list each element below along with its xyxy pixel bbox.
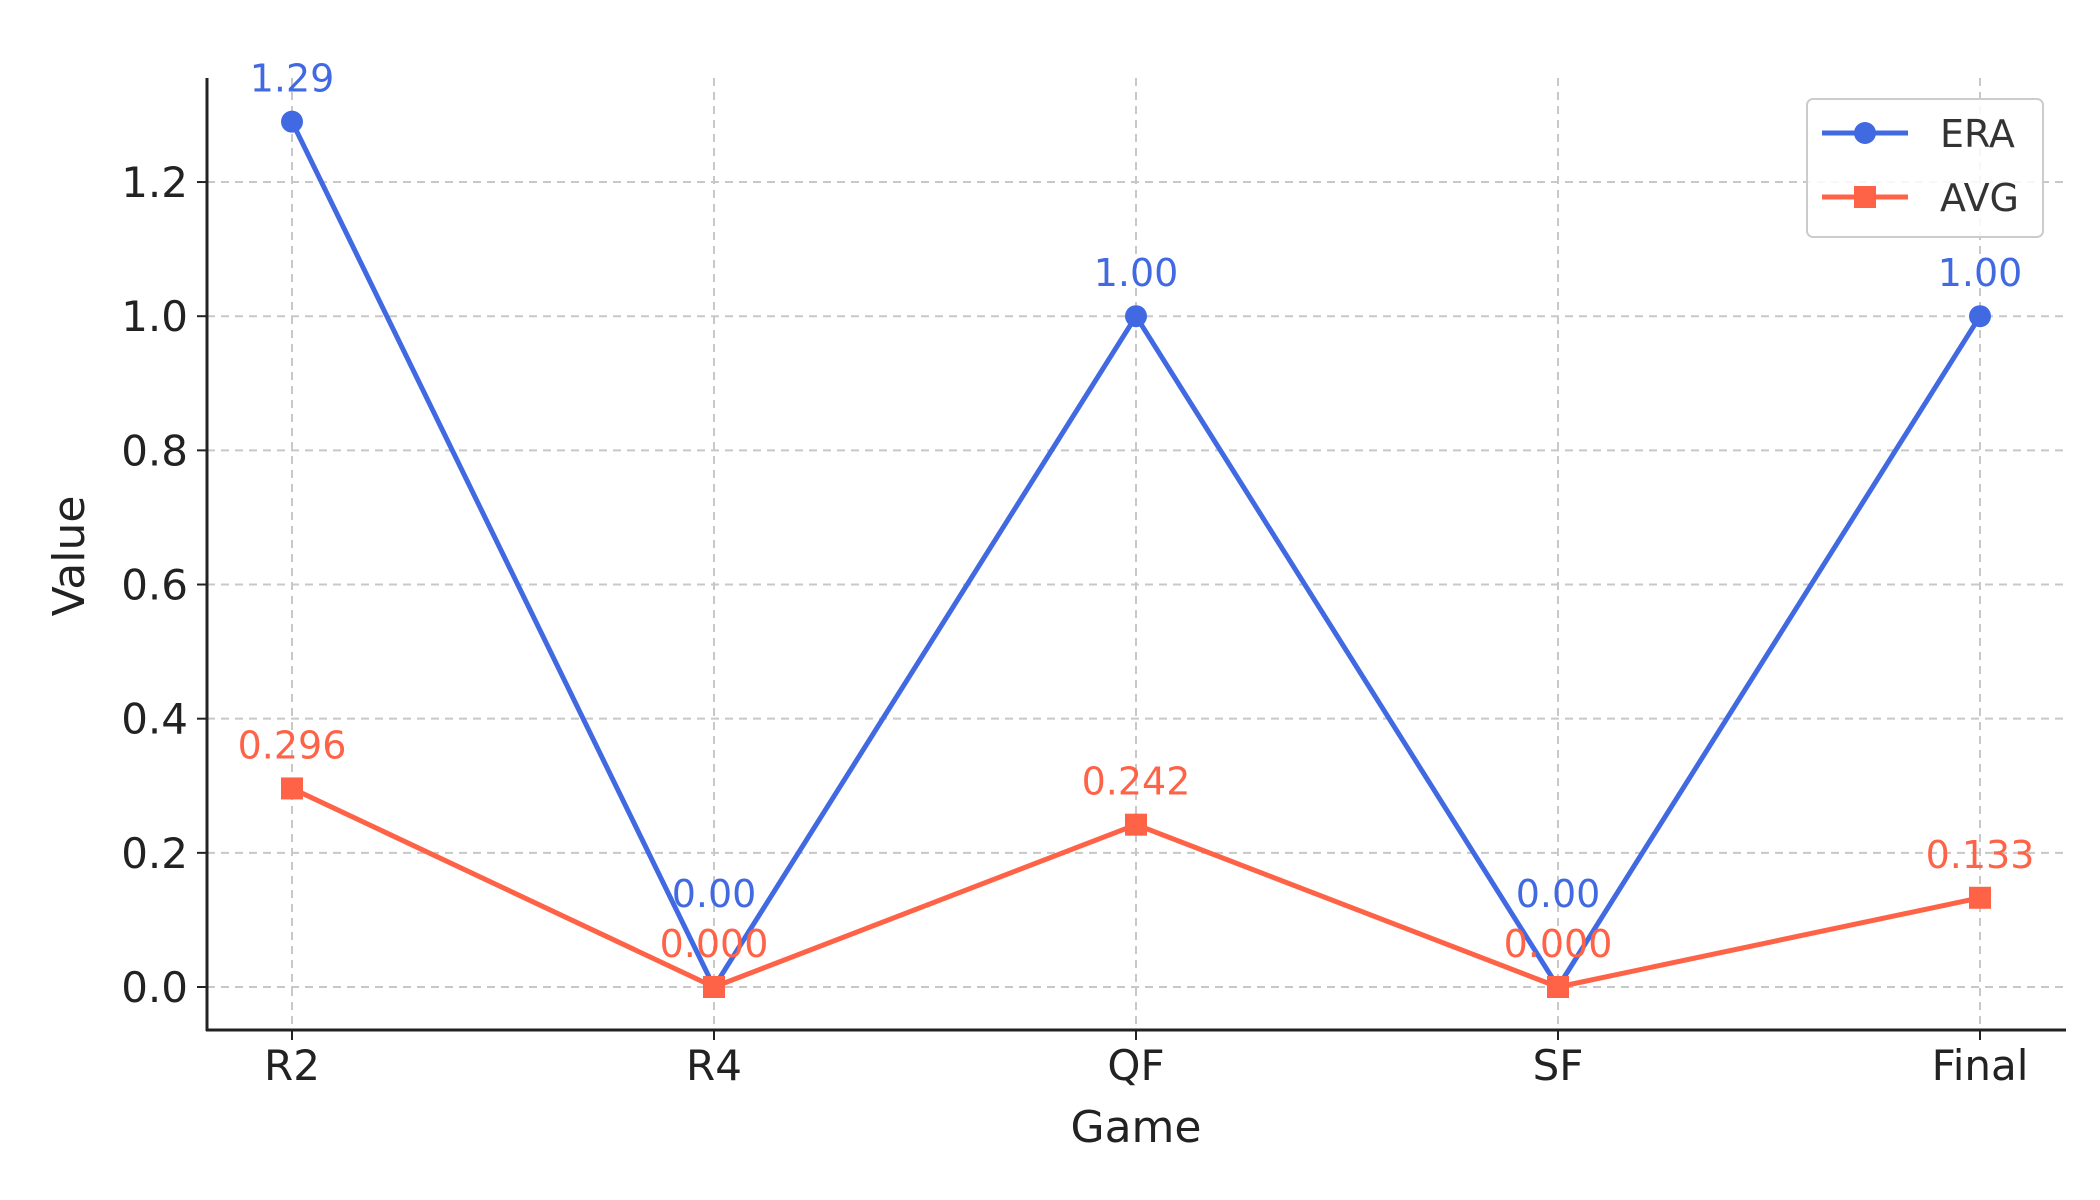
y-tick-label: 0.8 <box>121 426 188 475</box>
data-label-era: 0.00 <box>672 872 757 916</box>
data-label-avg: 0.242 <box>1082 760 1191 804</box>
x-tick-label: R2 <box>264 1041 320 1090</box>
x-axis-label: Game <box>1071 1102 1202 1153</box>
legend: ERA AVG <box>1806 98 2044 238</box>
x-tick-label: QF <box>1107 1041 1164 1090</box>
y-tick-label: 0.0 <box>121 963 188 1012</box>
legend-era-marker <box>1854 122 1876 144</box>
legend-avg-label: AVG <box>1940 176 2019 220</box>
x-tick-label: SF <box>1533 1041 1584 1090</box>
y-tick-label: 1.0 <box>121 292 188 341</box>
data-label-avg: 0.296 <box>238 723 347 767</box>
data-label-avg: 0.000 <box>660 922 769 966</box>
grid <box>207 78 2066 1030</box>
x-tick-label: R4 <box>686 1041 742 1090</box>
data-point-era <box>1969 305 1991 328</box>
data-label-avg: 0.133 <box>1926 833 2035 877</box>
y-tick-label: 1.2 <box>121 158 188 207</box>
ticks: 0.0 0.2 0.4 0.6 0.8 1.0 1.2 R2 R4 QF SF Final <box>121 158 2028 1090</box>
y-tick-label: 0.2 <box>121 829 188 878</box>
data-point-era <box>281 110 303 133</box>
data-label-era: 0.00 <box>1516 872 1601 916</box>
data-point-avg <box>1125 813 1147 836</box>
series-layer: 1.29 0.00 1.00 0.00 1.00 0.296 0.000 0.242 0.000… <box>238 57 2035 998</box>
y-tick-label: 0.4 <box>121 695 188 744</box>
data-point-avg <box>1969 886 1991 909</box>
x-tick-label: Final <box>1932 1041 2029 1090</box>
data-label-avg: 0.000 <box>1504 922 1613 966</box>
data-point-avg <box>1547 976 1569 998</box>
y-axis-label: Value <box>44 496 95 617</box>
data-label-era: 1.29 <box>250 57 335 101</box>
data-point-avg <box>281 777 303 800</box>
y-tick-label: 0.6 <box>121 561 188 610</box>
legend-era-label: ERA <box>1940 112 2015 156</box>
data-label-era: 1.00 <box>1938 251 2023 295</box>
data-point-era <box>1125 305 1147 328</box>
data-label-era: 1.00 <box>1094 251 1179 295</box>
legend-avg-marker <box>1854 186 1876 208</box>
data-point-avg <box>703 976 725 998</box>
